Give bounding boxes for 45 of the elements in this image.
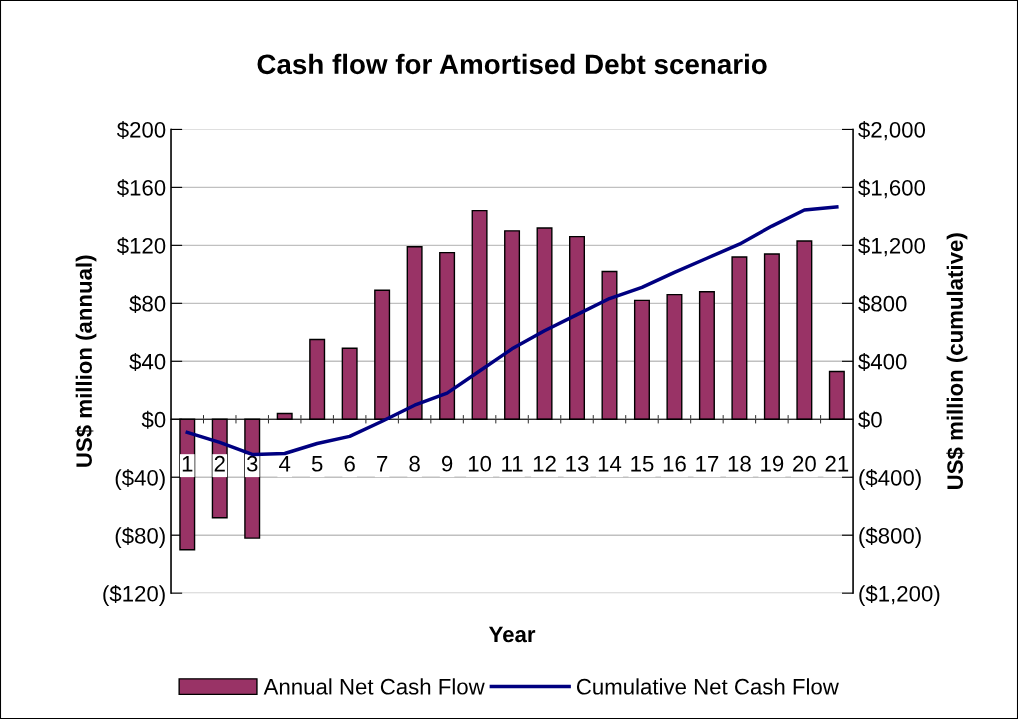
x-axis-title: Year xyxy=(488,626,536,643)
x-tick-label: 3 xyxy=(246,455,258,472)
y2-tick-label: $800 xyxy=(858,294,907,313)
x-tick-label: 8 xyxy=(409,455,420,472)
x-tick-label: 1 xyxy=(182,456,193,472)
x-tick-label: 17 xyxy=(696,456,719,472)
legend-label: Annual Net Cash Flow xyxy=(263,678,485,695)
y2-tick-label: $0 xyxy=(858,410,882,429)
x-tick-label: 14 xyxy=(598,456,622,472)
y-axis-title: US$ million (annual) xyxy=(75,255,97,467)
y-tick-label: ($120) xyxy=(103,584,165,606)
x-tick-label: 7 xyxy=(377,456,388,472)
x-tick-label: 16 xyxy=(663,455,686,472)
y-tick-label: $160 xyxy=(116,178,166,197)
x-tick-label: 12 xyxy=(533,455,556,472)
x-tick-label: 18 xyxy=(728,455,751,472)
x-tick-label: 13 xyxy=(566,455,589,472)
x-tick-label: 11 xyxy=(502,456,523,472)
x-tick-label: 21 xyxy=(825,455,849,472)
x-tick-label: 5 xyxy=(311,456,323,472)
x-tick-label: 20 xyxy=(793,455,816,472)
y2-tick-label: ($1,200) xyxy=(859,584,940,606)
y-tick-label: ($40) xyxy=(115,469,165,491)
y2-axis-title: US$ million (cumulative) xyxy=(946,233,968,489)
y2-tick-label: $400 xyxy=(858,352,907,371)
y2-tick-label: $1,600 xyxy=(858,178,926,199)
x-tick-label: 19 xyxy=(761,455,784,472)
x-tick-label: 2 xyxy=(214,455,225,472)
y-tick-label: $40 xyxy=(129,352,166,371)
y2-tick-label: ($800) xyxy=(859,526,921,549)
x-tick-label: 15 xyxy=(631,456,654,472)
x-tick-label: 4 xyxy=(279,456,291,472)
legend-label: Cumulative Net Cash Flow xyxy=(576,678,839,695)
y2-tick-label: $1,200 xyxy=(858,236,926,257)
y2-tick-label: $2,000 xyxy=(858,121,926,141)
y2-tick-label: ($400) xyxy=(859,469,921,491)
x-tick-label: 10 xyxy=(468,455,492,472)
x-tick-label: 9 xyxy=(441,455,453,472)
x-tick-label: 6 xyxy=(344,455,355,472)
y-tick-label: $200 xyxy=(116,121,166,140)
y-tick-label: ($80) xyxy=(115,526,165,549)
y-tick-label: $0 xyxy=(141,410,166,429)
y-tick-label: $120 xyxy=(116,236,166,255)
y-tick-label: $80 xyxy=(129,294,166,313)
chart-title: Cash flow for Amortised Debt scenario xyxy=(257,53,767,75)
